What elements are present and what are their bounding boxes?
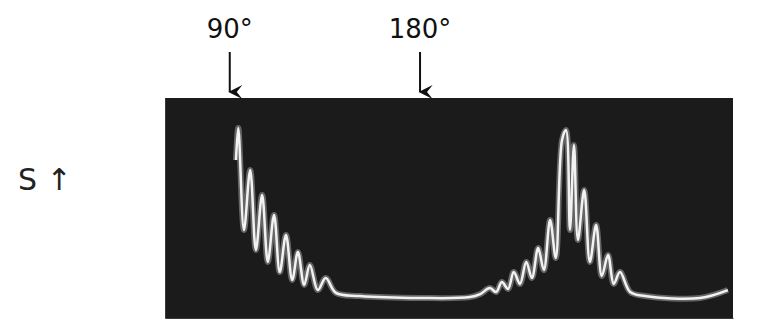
plot-background <box>165 98 733 318</box>
marks <box>236 128 728 299</box>
annotation-label: 90° <box>207 14 253 44</box>
annotation-label: 180° <box>389 14 452 44</box>
trace-line <box>236 128 728 299</box>
y-axis-label: S ↑ <box>18 162 72 197</box>
annotation-arrow <box>419 52 421 92</box>
x-axis-line <box>166 318 734 319</box>
annotation-arrow <box>229 52 231 92</box>
y-axis <box>165 99 166 319</box>
y-axis-line <box>165 99 166 319</box>
trace-glow <box>236 128 728 299</box>
plot-area <box>165 98 734 319</box>
x-axis <box>166 318 734 319</box>
chart: S ↑ 90° 180° <box>0 0 761 328</box>
